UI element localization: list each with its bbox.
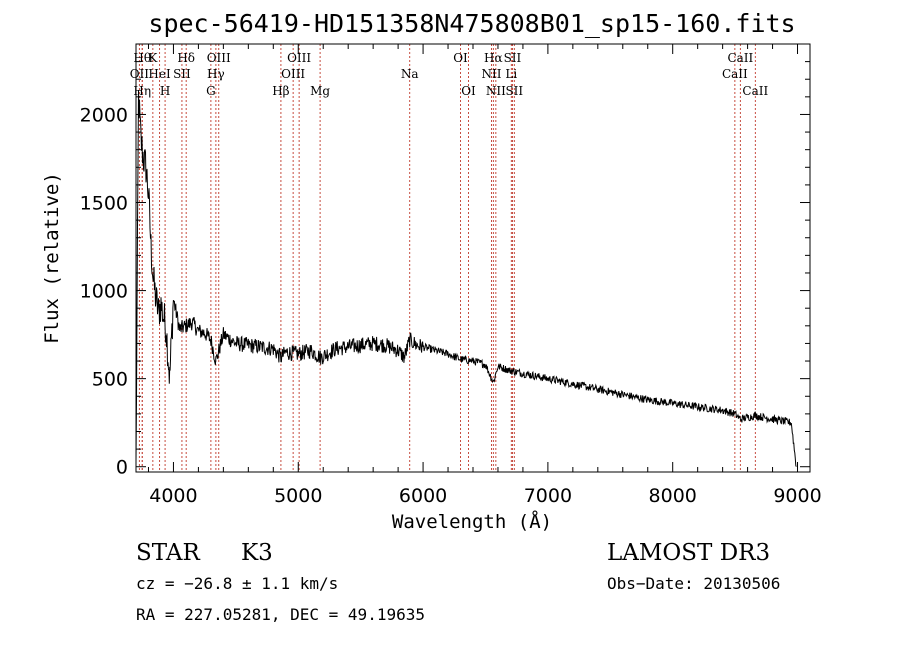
line-label-li: Li (505, 67, 517, 81)
line-label-h: H (160, 84, 170, 98)
x-tick-label: 8000 (649, 485, 697, 507)
line-label-na: Na (401, 67, 419, 81)
x-tick-label: 9000 (773, 485, 821, 507)
line-label-caii: CaII (722, 67, 748, 81)
x-tick-label: 5000 (274, 485, 322, 507)
coordinates-text: RA = 227.05281, DEC = 49.19635 (136, 605, 425, 624)
spectral-subclass: K3 (241, 540, 273, 566)
redshift-text: cz = −26.8 ± 1.1 km/s (136, 574, 338, 593)
line-label-k: K (148, 51, 158, 65)
y-tick-label: 1000 (80, 281, 128, 303)
y-tick-label: 0 (116, 457, 128, 479)
y-axis-label: Flux (relative) (41, 172, 63, 344)
line-label-caii: CaII (727, 51, 753, 65)
x-tick-label: 6000 (399, 485, 447, 507)
spectral-line-labels: OIIHθHηKHeIHSIIHδGHγOIIIHβOIIIOIIIMgNaOI… (130, 51, 769, 98)
chart-title: spec-56419-HD151358N475808B01_sp15-160.f… (148, 9, 795, 38)
line-label-hδ: Hδ (177, 51, 195, 65)
line-label-hγ: Hγ (207, 67, 225, 81)
survey-name: LAMOST DR3 (607, 540, 770, 566)
y-tick-label: 500 (92, 369, 128, 391)
x-axis-ticks: 4000 5000 6000 7000 8000 9000 (147, 44, 822, 507)
line-label-nii: NII (486, 84, 506, 98)
spectral-line-markers (138, 44, 756, 472)
line-label-nii: NII (481, 67, 501, 81)
line-label-mg: Mg (310, 84, 330, 98)
line-label-oi: OI (461, 84, 476, 98)
object-class: STAR (136, 540, 200, 566)
y-axis-ticks: 0 500 1000 1500 2000 (80, 61, 810, 479)
spectrum-line (135, 90, 797, 467)
y-tick-label: 2000 (80, 104, 128, 126)
line-label-oii: OII (130, 67, 150, 81)
line-label-hη: Hη (133, 84, 151, 98)
line-label-sii: SII (173, 67, 191, 81)
x-axis-label: Wavelength (Å) (392, 510, 552, 533)
line-label-sii: SII (505, 84, 523, 98)
line-label-hei: HeI (148, 67, 171, 81)
line-label-oiii: OIII (281, 67, 305, 81)
line-label-caii: CaII (742, 84, 768, 98)
line-label-oiii: OIII (207, 51, 231, 65)
line-label-hβ: Hβ (272, 84, 289, 98)
obs-date-text: Obs−Date: 20130506 (607, 574, 780, 593)
line-label-oi: OI (453, 51, 468, 65)
line-label-hα: Hα (484, 51, 503, 65)
plot-frame (135, 43, 811, 473)
line-label-oiii: OIII (287, 51, 311, 65)
x-tick-label: 4000 (149, 485, 197, 507)
line-label-g: G (206, 84, 216, 98)
y-tick-label: 1500 (80, 193, 128, 215)
x-tick-label: 7000 (524, 485, 572, 507)
line-label-sii: SII (504, 51, 522, 65)
